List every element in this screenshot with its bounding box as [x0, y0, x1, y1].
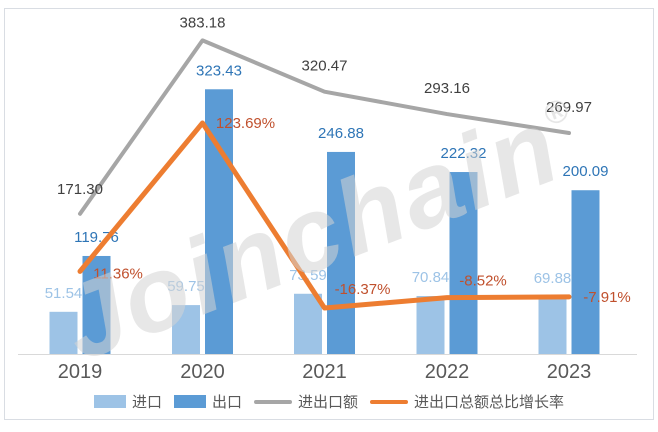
legend-item-imports[interactable]: 进口: [93, 391, 162, 412]
bar-import-2023: [538, 296, 567, 354]
legend-item-exports[interactable]: 出口: [173, 391, 242, 412]
x-axis-label-2022: 2022: [425, 361, 470, 383]
label-export-2022: 222.32: [441, 145, 487, 162]
label-export-2021: 246.88: [318, 125, 364, 142]
x-axis-label-2019: 2019: [58, 361, 103, 383]
x-axis-label-2023: 2023: [547, 361, 592, 383]
legend-imports-label: 进口: [131, 394, 162, 411]
label-import-2020: 59.75: [167, 278, 205, 295]
label-growth-rate-2019: 11.36%: [93, 265, 143, 282]
legend-imports-swatch: [93, 395, 126, 408]
x-axis-label-2020: 2020: [180, 361, 225, 383]
label-total-2019: 171.30: [57, 181, 103, 198]
legend-item-total[interactable]: 进出口额: [254, 391, 358, 412]
bar-export-2023: [571, 190, 600, 354]
label-export-2023: 200.09: [563, 163, 609, 180]
legend-growth-rate-swatch: [370, 399, 409, 404]
bar-export-2019: [82, 255, 111, 354]
label-growth-rate-2020: 123.69%: [216, 115, 275, 132]
legend: 进口 出口 进出口额 进出口总额总比增长率: [0, 391, 658, 412]
label-total-2021: 320.47: [302, 58, 348, 75]
legend-item-growth-rate[interactable]: 进出口总额总比增长率: [370, 391, 564, 412]
line-total: [78, 38, 571, 216]
label-total-2023: 269.97: [546, 99, 592, 116]
label-export-2020: 323.43: [196, 62, 242, 79]
label-total-2020: 383.18: [180, 14, 226, 31]
bar-import-2022: [416, 296, 445, 354]
label-import-2022: 70.84: [412, 269, 450, 286]
bar-export-2022: [449, 172, 478, 354]
line-growth-rate: [77, 120, 572, 311]
label-growth-rate-2022: -8.52%: [459, 273, 507, 290]
bar-import-2019: [49, 311, 78, 354]
bar-export-2021: [327, 151, 355, 354]
bar-import-2021: [294, 293, 322, 354]
label-import-2023: 69.88: [534, 270, 572, 287]
legend-exports-label: 出口: [211, 394, 242, 411]
bar-import-2020: [172, 305, 200, 354]
x-axis-label-2021: 2021: [302, 361, 347, 383]
legend-growth-rate-label: 进出口总额总比增长率: [414, 394, 565, 411]
label-import-2019: 51.54: [45, 285, 83, 302]
legend-exports-swatch: [173, 395, 206, 408]
legend-total-swatch: [254, 399, 292, 404]
label-growth-rate-2021: -16.37%: [335, 281, 391, 298]
legend-total-label: 进出口额: [298, 394, 359, 411]
label-total-2022: 293.16: [424, 80, 470, 97]
label-growth-rate-2023: -7.91%: [583, 289, 631, 306]
